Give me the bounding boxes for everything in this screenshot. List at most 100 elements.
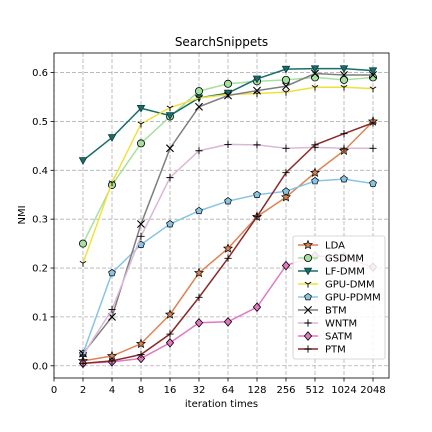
data-point-satm xyxy=(223,316,233,327)
y-axis-label: NMI xyxy=(17,205,28,224)
data-point-btm xyxy=(166,144,174,153)
data-point-gpu-dmm xyxy=(311,85,319,91)
data-point-gpu-pdmm xyxy=(108,268,116,277)
data-point-lf-dmm xyxy=(107,134,117,142)
y-tick-label: 0.0 xyxy=(32,361,48,372)
legend-label-gpu-pdmm: GPU-PDMM xyxy=(325,293,381,304)
legend-label-wntm: WNTM xyxy=(325,319,357,330)
data-point-ptm xyxy=(253,213,261,221)
data-point-lf-dmm xyxy=(165,112,175,120)
data-point-satm xyxy=(194,317,204,328)
data-point-gpu-pdmm xyxy=(166,220,174,228)
data-point-gpu-dmm xyxy=(369,86,377,93)
data-point-lda xyxy=(222,243,234,253)
data-point-ptm xyxy=(137,350,145,359)
series-layer xyxy=(77,65,379,369)
data-point-gpu-pdmm xyxy=(253,190,261,198)
data-point-ptm xyxy=(224,254,232,262)
x-tick-label: 32 xyxy=(193,385,206,396)
legend-label-gpu-dmm: GPU-DMM xyxy=(325,280,375,291)
data-point-wntm xyxy=(253,141,261,149)
data-point-ptm xyxy=(79,359,87,367)
data-point-wntm xyxy=(137,232,145,240)
series-ptm xyxy=(79,119,377,367)
legend-item-gsdmm: GSDMM xyxy=(298,254,364,265)
legend-marker-wntm xyxy=(304,319,312,327)
data-point-lf-dmm xyxy=(310,65,320,74)
legend-marker-gsdmm xyxy=(303,253,312,262)
data-point-lda xyxy=(164,309,176,319)
x-tick-label: 2 xyxy=(80,385,86,396)
data-point-wntm xyxy=(224,140,232,148)
data-point-satm xyxy=(165,337,175,348)
data-point-lf-dmm xyxy=(339,65,349,74)
data-point-wntm xyxy=(108,305,116,314)
legend: LDA GSDMM LF-DMM GPU-DMM GPU-PDMM BTM WNTM SATM… xyxy=(292,235,386,360)
legend-box xyxy=(292,235,386,360)
legend-label-ptm: PTM xyxy=(325,345,346,356)
data-point-wntm xyxy=(282,144,290,152)
x-tick-label: 256 xyxy=(276,385,295,396)
series-wntm xyxy=(79,140,377,359)
legend-marker-ptm xyxy=(304,345,312,353)
data-point-btm xyxy=(369,71,377,79)
x-tick-label: 128 xyxy=(247,385,266,396)
y-tick-label: 0.2 xyxy=(32,264,48,275)
legend-label-lf-dmm: LF-DMM xyxy=(325,267,365,278)
y-tick-label: 0.6 xyxy=(32,68,48,79)
y-tick-label: 0.3 xyxy=(32,215,48,226)
data-point-lf-dmm xyxy=(78,157,88,165)
data-point-btm xyxy=(253,86,261,95)
data-point-btm xyxy=(282,82,290,91)
data-point-wntm xyxy=(79,351,87,359)
legend-marker-lda xyxy=(302,239,314,250)
data-point-gpu-dmm xyxy=(282,89,290,96)
data-point-ptm xyxy=(369,119,377,127)
data-point-lda xyxy=(309,167,321,178)
legend-item-gpu-dmm: GPU-DMM xyxy=(298,280,375,291)
x-axis-label: iteration times xyxy=(185,399,258,410)
x-tick-label: 16 xyxy=(164,385,177,396)
y-tick-label: 0.5 xyxy=(32,117,48,128)
legend-label-satm: SATM xyxy=(325,332,352,343)
x-tick-label: 64 xyxy=(222,385,235,396)
data-point-gpu-dmm xyxy=(166,105,174,112)
legend-item-satm: SATM xyxy=(298,331,352,343)
series-btm xyxy=(79,69,377,358)
data-point-gpu-pdmm xyxy=(311,177,319,185)
x-tick-label: 512 xyxy=(305,385,324,396)
data-point-gpu-pdmm xyxy=(340,175,348,183)
data-point-lda xyxy=(280,191,292,202)
data-point-gpu-pdmm xyxy=(195,206,203,215)
data-point-btm xyxy=(340,71,348,79)
legend-item-gpu-pdmm: GPU-PDMM xyxy=(298,293,381,304)
data-point-ptm xyxy=(340,130,348,138)
data-point-btm xyxy=(195,102,203,111)
data-point-btm xyxy=(224,91,232,100)
x-tick-label: 0 xyxy=(51,385,57,396)
data-point-ptm xyxy=(311,141,319,149)
x-tick-label: 8 xyxy=(138,385,144,396)
data-point-lf-dmm xyxy=(136,104,146,113)
data-point-ptm xyxy=(195,293,203,301)
data-point-wntm xyxy=(195,147,203,155)
data-point-satm xyxy=(252,302,262,312)
tick-layer: 0 2 4 8 16 32 64 128 256 512 1024 2048 0.0 0.1 0.2 0.3 0… xyxy=(32,68,386,396)
plot-frame xyxy=(53,52,390,379)
data-point-wntm xyxy=(166,174,174,182)
data-point-gsdmm xyxy=(339,75,348,84)
data-point-lf-dmm xyxy=(252,75,262,84)
legend-label-gsdmm: GSDMM xyxy=(325,254,364,265)
data-point-ptm xyxy=(166,330,174,338)
legend-marker-satm xyxy=(303,331,313,341)
data-point-gpu-pdmm xyxy=(369,179,377,187)
data-point-ptm xyxy=(282,169,290,177)
data-point-gsdmm xyxy=(223,79,232,88)
data-point-gpu-pdmm xyxy=(282,187,290,195)
data-point-satm xyxy=(136,353,146,364)
data-point-btm xyxy=(311,69,319,78)
legend-marker-lf-dmm xyxy=(303,267,313,276)
